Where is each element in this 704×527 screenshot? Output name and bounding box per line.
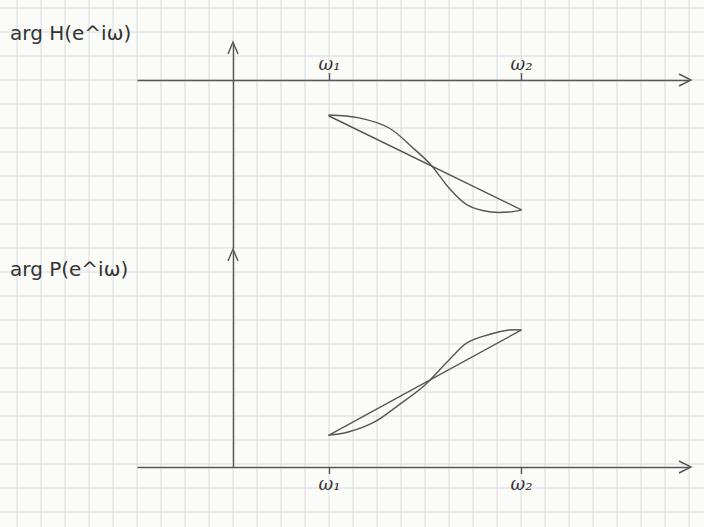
phase-curve	[329, 116, 521, 210]
paper-line	[185, 0, 186, 527]
paper-line	[0, 248, 704, 249]
x-arrow	[679, 461, 691, 473]
paper-line	[425, 0, 426, 527]
panel: ω₁ ω₂ arg P(e^iω)	[10, 249, 691, 494]
paper-line	[0, 224, 704, 225]
paper-line	[377, 0, 378, 527]
axis-label: arg H(e^iω)	[10, 21, 131, 45]
y-arrow	[228, 249, 238, 261]
paper-line	[569, 0, 570, 527]
curves	[329, 115, 521, 212]
paper-line	[0, 488, 704, 489]
x-arrow	[679, 74, 691, 86]
paper-line	[329, 0, 330, 527]
paper-line	[0, 80, 704, 81]
paper-line	[0, 8, 704, 9]
axis-label: arg P(e^iω)	[10, 257, 128, 281]
paper-line	[449, 0, 450, 527]
paper-line	[0, 200, 704, 201]
x-tick-mark	[521, 73, 522, 80]
paper-line	[305, 0, 306, 527]
x-tick-mark	[329, 73, 330, 80]
y-arrow	[228, 42, 238, 54]
paper-line	[665, 0, 666, 527]
paper-line	[257, 0, 258, 527]
panel: ω₁ ω₂ arg H(e^iω)	[10, 21, 691, 249]
paper-line	[0, 464, 704, 465]
paper-line	[0, 104, 704, 105]
paper-line	[593, 0, 594, 527]
paper-line	[497, 0, 498, 527]
phase-curve	[329, 330, 521, 435]
x-tick: ω₁	[319, 467, 341, 494]
curves	[329, 330, 521, 435]
paper-line	[521, 0, 522, 527]
x-tick-label: ω₁	[319, 473, 341, 494]
y-axis	[233, 252, 234, 468]
paper-line	[0, 152, 704, 153]
paper-line	[209, 0, 210, 527]
paper-line	[0, 176, 704, 177]
paper-line	[617, 0, 618, 527]
paper-line	[353, 0, 354, 527]
x-tick-label: ω₂	[511, 53, 533, 74]
paper-line	[0, 512, 704, 513]
y-axis-line	[233, 252, 234, 468]
paper-line	[281, 0, 282, 527]
x-axis: ω₁ ω₂	[138, 53, 690, 81]
paper-line	[401, 0, 402, 527]
x-axis-line	[138, 80, 690, 81]
paper-line	[0, 392, 704, 393]
paper-line	[641, 0, 642, 527]
paper-line	[0, 368, 704, 369]
paper-line	[0, 320, 704, 321]
paper-line	[0, 416, 704, 417]
x-tick: ω₁	[319, 53, 341, 80]
phase-curve	[329, 330, 521, 435]
paper-line	[137, 0, 138, 527]
paper-line	[473, 0, 474, 527]
paper-line	[545, 0, 546, 527]
y-axis	[233, 45, 234, 249]
paper-line	[161, 0, 162, 527]
paper-line	[0, 296, 704, 297]
x-tick: ω₂	[511, 467, 533, 494]
x-tick-label: ω₂	[511, 473, 533, 494]
x-axis: ω₁ ω₂	[138, 467, 690, 494]
paper-line	[0, 344, 704, 345]
y-axis-line	[233, 45, 234, 249]
phase-curve	[329, 115, 521, 212]
paper-line	[0, 56, 704, 57]
paper-line	[0, 440, 704, 441]
paper-grid	[0, 0, 704, 527]
x-tick: ω₂	[511, 53, 533, 80]
x-tick-label: ω₁	[319, 53, 341, 74]
paper-line	[233, 0, 234, 527]
x-axis-line	[138, 467, 690, 468]
sketch: ω₁ ω₂ arg H(e^iω) ω₁ ω₂ arg P(e^iω)	[0, 0, 704, 527]
